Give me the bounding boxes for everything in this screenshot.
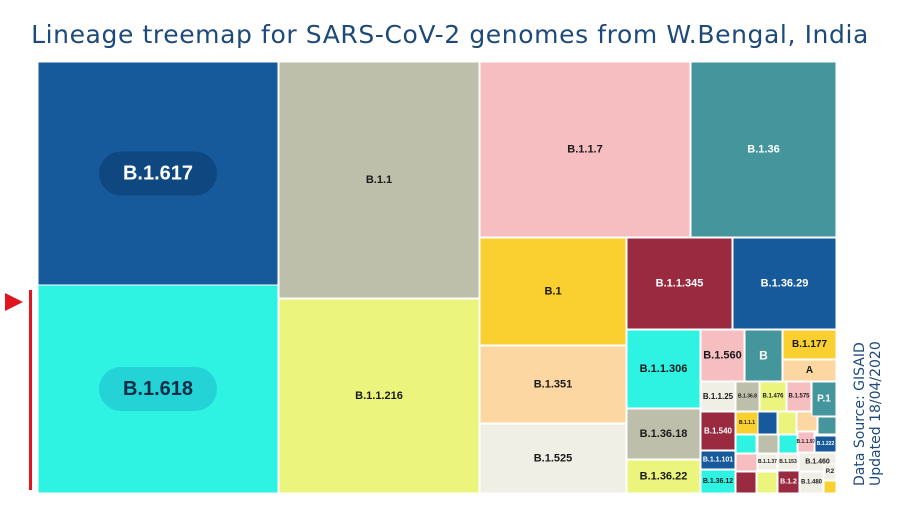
treemap-cell-b-1-575 — [786, 381, 812, 412]
treemap-label-b-1-36-8: B.1.36.8 — [738, 394, 757, 400]
treemap-label-b-1-1-216: B.1.1.216 — [355, 390, 403, 402]
treemap-label-b-1-222: B.1.222 — [817, 441, 835, 447]
treemap-cell-b-1-153 — [777, 453, 799, 471]
treemap-filler-cell — [735, 453, 758, 472]
treemap-label-b-1-540: B.1.540 — [704, 427, 733, 436]
treemap-cell-b-1-1-7 — [479, 62, 691, 238]
treemap-label-pill — [99, 151, 217, 196]
treemap-cell-b-1-177 — [782, 329, 837, 360]
treemap-label-b-1-560: B.1.560 — [703, 350, 742, 362]
treemap-label-b-1-1-97: B.1.1.97 — [797, 439, 816, 445]
treemap-label-b-1-618: B.1.618 — [123, 378, 193, 400]
treemap-label-b-1-1-101: B.1.1.101 — [703, 457, 733, 464]
treemap-filler-cell — [817, 416, 837, 435]
marker-arrow-icon — [5, 293, 23, 311]
updated-date-line: Updated 18/04/2020 — [868, 341, 884, 486]
treemap-label-b-1-36-22: B.1.36.22 — [640, 471, 688, 483]
treemap-cell-b-1-36 — [690, 62, 837, 238]
treemap-label-b-1-525: B.1.525 — [534, 453, 573, 465]
treemap-cell-b-1-1 — [278, 62, 480, 299]
treemap-cell-b-1-222 — [814, 435, 837, 453]
treemap-cell-b-1-1-306 — [626, 329, 701, 409]
treemap-filler-cell — [778, 434, 798, 454]
treemap-filler-cell — [757, 411, 778, 435]
treemap-cell-b-1-36-29 — [732, 237, 837, 330]
treemap-label-b-1-36-18: B.1.36.18 — [640, 428, 688, 440]
treemap-label-p-2: P.2 — [826, 469, 835, 475]
treemap-cell-b-1-560 — [700, 329, 745, 382]
treemap-label-b-1-1-7: B.1.1.7 — [567, 144, 602, 156]
treemap-cell-b — [744, 329, 783, 382]
treemap-label-a: A — [806, 365, 813, 376]
treemap-cell-b-1 — [479, 237, 627, 346]
treemap-cell-b-1-1-97 — [797, 431, 815, 453]
treemap-label-b-1-1-345: B.1.1.345 — [656, 278, 704, 290]
treemap-label-b-1-1-1: B.1.1.1 — [739, 420, 755, 426]
treemap-cell-b-1-1-1 — [735, 411, 759, 435]
treemap-cell-b-1-351 — [479, 345, 627, 424]
treemap-label-b-1-36-29: B.1.36.29 — [761, 278, 809, 290]
treemap-cell-b-1-480 — [799, 471, 824, 494]
treemap-label-b-1-1: B.1.1 — [366, 174, 392, 186]
marker-line — [29, 290, 32, 490]
treemap-label-pill — [99, 367, 217, 411]
data-source-note: Data Source: GISAID Updated 18/04/2020 — [852, 286, 884, 486]
treemap-label-b-1-153: B.1.153 — [779, 459, 797, 465]
treemap-label-b-1-480: B.1.480 — [801, 480, 823, 486]
treemap-label-b-1-2: B.1.2 — [780, 479, 797, 486]
treemap-label-b-1-36: B.1.36 — [747, 144, 779, 156]
treemap-cell-b-1-36-22 — [626, 459, 701, 494]
treemap-filler-cell — [735, 434, 757, 454]
treemap-cell-b-1-1-25 — [700, 381, 736, 412]
treemap: B.1.617 B.1.618 B.1.1 B.1.1.216 B.1.1.7 B.1.3… — [38, 62, 837, 494]
treemap-cell-b-1-36-18 — [626, 408, 701, 460]
treemap-label-b-1-460: B.1.460 — [805, 459, 830, 466]
treemap-filler-cell — [756, 471, 778, 494]
treemap-label-b: B — [759, 349, 768, 363]
treemap-cell-p-1 — [811, 381, 837, 417]
treemap-label-b-1-476: B.1.476 — [762, 394, 784, 400]
treemap-filler-cell — [796, 411, 818, 432]
treemap-filler-cell — [757, 434, 779, 454]
treemap-cell-b-1-1-216 — [278, 298, 480, 494]
treemap-label-b-1-1-306: B.1.1.306 — [640, 363, 688, 375]
data-source-line: Data Source: GISAID — [852, 342, 868, 486]
treemap-cell-b-1-525 — [479, 423, 627, 494]
treemap-cell-p-2 — [823, 463, 837, 481]
treemap-cell-b-1-540 — [700, 411, 736, 451]
treemap-label-p-1: P.1 — [817, 394, 831, 405]
treemap-label-b-1-617: B.1.617 — [123, 163, 193, 185]
treemap-cell-b-1-36-8 — [735, 381, 760, 412]
treemap-label-b-1-1-25: B.1.1.25 — [703, 392, 734, 401]
treemap-filler-cell — [735, 471, 757, 494]
treemap-cell-b-1-476 — [759, 381, 787, 412]
treemap-label-b-1-351: B.1.351 — [534, 379, 573, 391]
treemap-label-b-1-36-12: B.1.36.12 — [703, 478, 733, 485]
treemap-filler-cell — [777, 411, 797, 435]
treemap-cell-b-1-1-37 — [757, 453, 778, 471]
treemap-label-b-1-1-37: B.1.1.37 — [758, 459, 777, 465]
treemap-cell-b-1-2 — [777, 470, 800, 494]
treemap-label-b-1: B.1 — [544, 286, 561, 298]
treemap-filler-cell — [823, 480, 837, 494]
treemap-cell-b-1-36-12 — [700, 469, 736, 494]
treemap-label-b-1-177: B.1.177 — [792, 339, 827, 350]
chart-title: Lineage treemap for SARS-CoV-2 genomes f… — [31, 20, 869, 49]
treemap-cell-b-1-1-101 — [700, 450, 736, 470]
treemap-label-b-1-575: B.1.575 — [788, 394, 810, 400]
treemap-cell-a — [782, 359, 837, 382]
treemap-cell-b-1-1-345 — [626, 237, 733, 330]
